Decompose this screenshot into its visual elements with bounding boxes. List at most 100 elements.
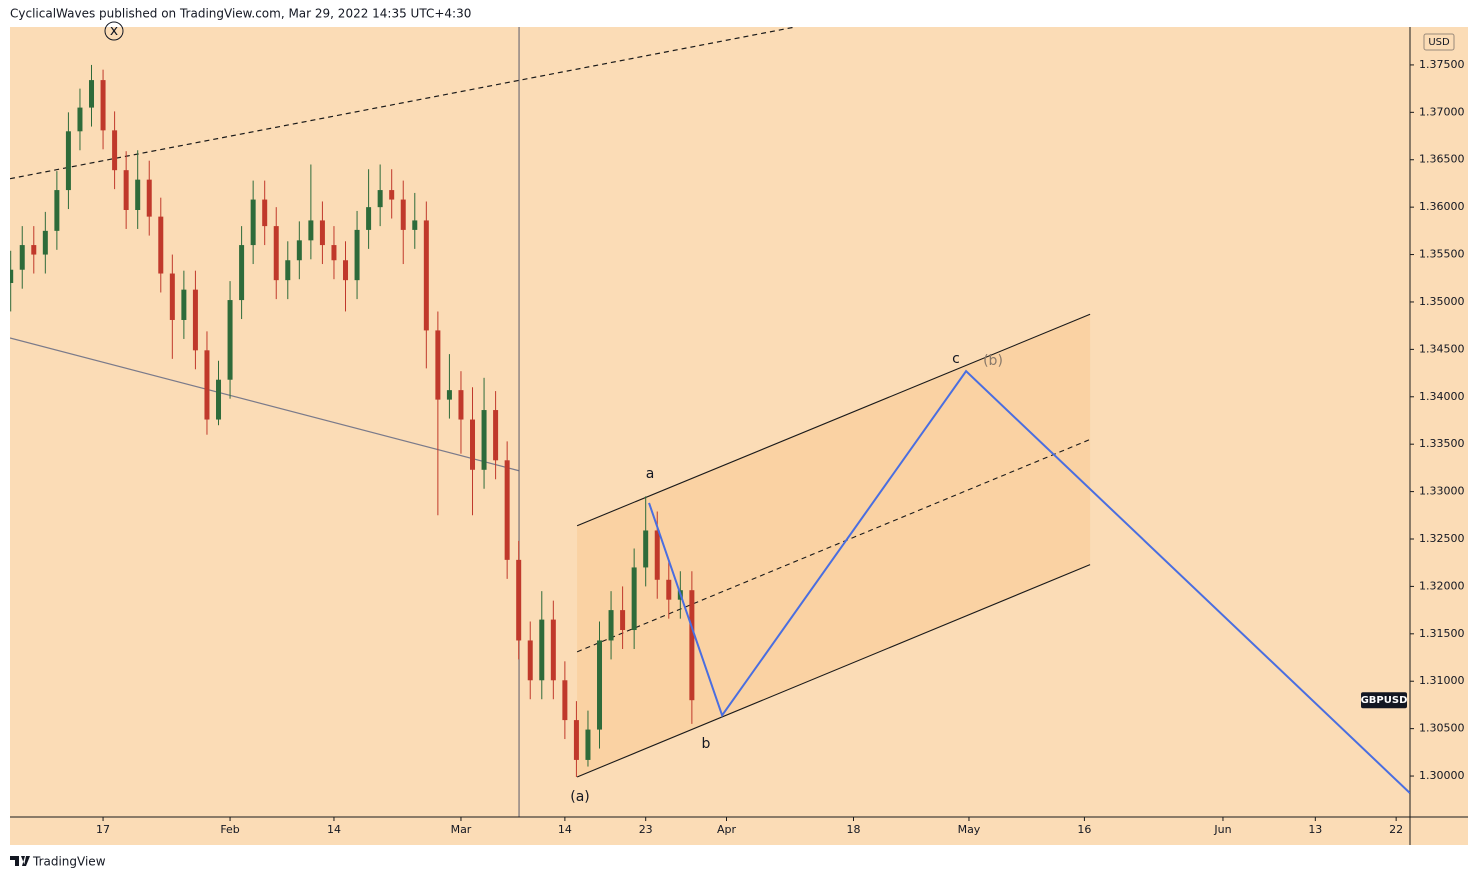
y-tick-label: 1.33000: [1419, 485, 1465, 498]
y-tick-label: 1.35000: [1419, 295, 1465, 308]
x-tick-label: Mar: [451, 823, 472, 836]
candle-body: [227, 300, 233, 380]
candle-body: [446, 390, 452, 400]
candle-body: [181, 289, 187, 320]
x-tick-label: 22: [1389, 823, 1403, 836]
y-tick-label: 1.36000: [1419, 200, 1465, 213]
candle-body: [169, 273, 175, 320]
x-tick-label: Apr: [717, 823, 737, 836]
candle-body: [527, 640, 533, 681]
candle-body: [77, 107, 83, 132]
brand-logo: [10, 856, 30, 866]
currency-box: [1423, 33, 1455, 51]
chart-background: [10, 27, 1468, 845]
wave-label: (a): [570, 789, 590, 805]
trend-line: [10, 337, 520, 472]
candle-body: [31, 245, 37, 255]
candle-body: [273, 226, 279, 281]
candle-body: [19, 245, 25, 270]
candle-body: [573, 720, 579, 760]
candle-body: [550, 619, 556, 681]
y-tick-label: 1.31500: [1419, 627, 1465, 640]
candle-body: [319, 220, 325, 246]
wave-label: a: [646, 466, 655, 482]
candle-body: [481, 410, 487, 470]
candle-body: [65, 131, 71, 191]
candle-body: [100, 80, 106, 131]
y-tick-label: 1.32500: [1419, 532, 1465, 545]
candle-body: [539, 619, 545, 681]
candle-body: [400, 199, 406, 230]
y-tick-label: 1.36500: [1419, 153, 1465, 166]
y-tick-label: 1.31000: [1419, 674, 1465, 687]
wave-label: c: [952, 351, 960, 367]
y-tick-label: 1.34000: [1419, 390, 1465, 403]
candle-body: [412, 220, 418, 230]
candle-body: [631, 567, 637, 631]
x-tick-label: May: [958, 823, 981, 836]
candle-body: [123, 170, 129, 210]
symbol-label: GBPUSD: [1361, 695, 1408, 706]
candle-body: [689, 590, 695, 701]
candle-body: [308, 220, 314, 241]
trend-line: [10, 27, 796, 180]
currency: USD: [1428, 37, 1450, 48]
candle-body: [666, 579, 672, 600]
candle-body: [608, 610, 614, 641]
candle-body: [250, 199, 256, 246]
y-tick-label: 1.30000: [1419, 769, 1465, 782]
candle-body: [516, 559, 522, 641]
candle-body: [54, 190, 60, 231]
candle-body: [204, 350, 210, 420]
x-tick-label: 23: [639, 823, 653, 836]
y-tick-label: 1.37000: [1419, 105, 1465, 118]
y-tick-label: 1.37500: [1419, 58, 1465, 71]
candle-body: [366, 207, 372, 230]
brand: TradingView: [32, 855, 106, 869]
candle-body: [331, 245, 337, 261]
candle-body: [354, 229, 360, 281]
candle-body: [192, 289, 198, 351]
candle-body: [435, 330, 441, 400]
y-tick-label: 1.35500: [1419, 248, 1465, 261]
channel-upper: [576, 313, 1091, 527]
candle-body: [135, 179, 141, 210]
header: CyclicalWaves published on TradingView.c…: [10, 7, 471, 21]
candle-body: [89, 80, 95, 108]
x-tick-label: 13: [1308, 823, 1322, 836]
candle-body: [597, 640, 603, 730]
candle-body: [470, 419, 476, 470]
candle-body: [643, 530, 649, 568]
candle-body: [458, 390, 464, 420]
y-tick-label: 1.32000: [1419, 579, 1465, 592]
candle-body: [262, 199, 268, 227]
candle-body: [493, 410, 499, 461]
candle-body: [158, 216, 164, 274]
candle-body: [146, 179, 152, 217]
wave-label: x: [110, 23, 118, 39]
candle-body: [112, 130, 118, 171]
x-tick-label: 18: [847, 823, 861, 836]
wave-label: (b): [983, 353, 1003, 369]
candle-body: [389, 190, 395, 200]
candle-body: [620, 610, 626, 631]
wave-circle: [104, 21, 124, 41]
y-tick-label: 1.33500: [1419, 437, 1465, 450]
x-tick-label: Jun: [1213, 823, 1231, 836]
candle-body: [343, 260, 349, 281]
projection-path: [648, 369, 1410, 794]
candle-body: [423, 220, 429, 331]
candle-body: [377, 190, 383, 208]
x-tick-label: 17: [96, 823, 110, 836]
candle-body: [285, 260, 291, 281]
y-tick-label: 1.34500: [1419, 342, 1465, 355]
x-tick-label: 14: [327, 823, 341, 836]
candle-body: [10, 269, 14, 284]
channel-lower: [576, 564, 1091, 778]
candle-body: [296, 240, 302, 261]
x-tick-label: 14: [558, 823, 572, 836]
candle-body: [216, 379, 222, 420]
channel-fill: [577, 314, 1091, 777]
candle-body: [585, 729, 591, 760]
